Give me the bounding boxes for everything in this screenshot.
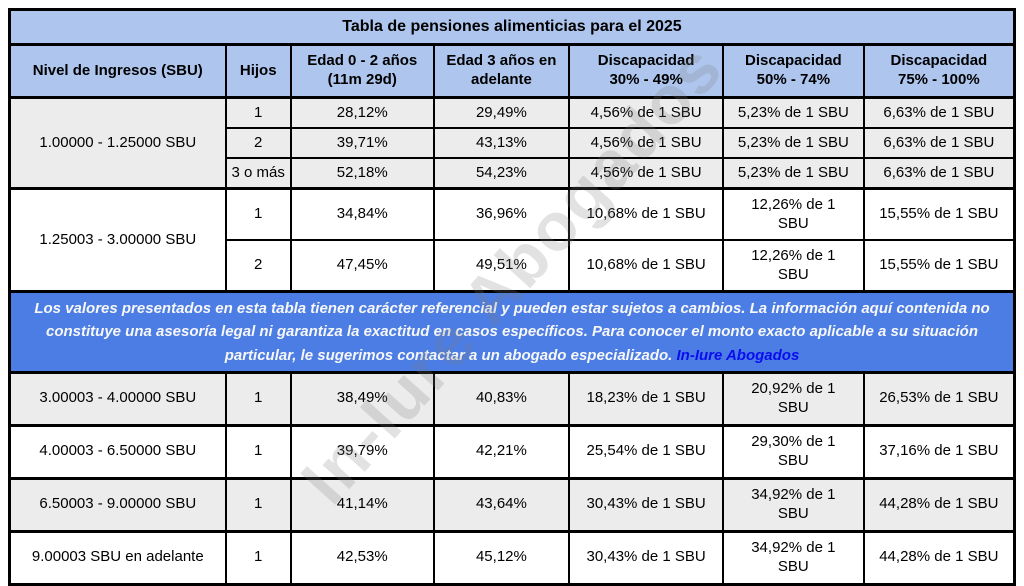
age-0-2-cell: 34,84%: [289, 187, 435, 241]
pension-table-container: Tabla de pensiones alimenticias para el …: [8, 8, 1016, 586]
age-3-cell: 29,49%: [432, 96, 571, 129]
income-level-cell: 1.25003 - 3.00000 SBU: [8, 187, 227, 293]
disability-50-cell: 29,30% de 1 SBU: [722, 423, 865, 480]
col-header-disability-30-49: Discapacidad 30% - 49%: [568, 43, 724, 99]
table-row: 2 47,45% 49,51% 10,68% de 1 SBU 12,26% d…: [10, 239, 1016, 293]
age-0-2-cell: 41,14%: [289, 476, 435, 533]
disclaimer-body: Los valores presentados en esta tabla ti…: [34, 300, 990, 364]
age-3-cell: 43,64%: [432, 476, 571, 533]
col-header-children: Hijos: [224, 43, 292, 99]
children-cell: 1: [224, 96, 292, 129]
age-0-2-cell: 47,45%: [289, 239, 435, 293]
disability-50-cell: 12,26% de 1 SBU: [722, 239, 865, 293]
col-header-disability-75-100: Discapacidad 75% - 100%: [862, 43, 1016, 99]
disability-30-cell: 18,23% de 1 SBU: [568, 370, 724, 427]
disability-30-cell: 4,56% de 1 SBU: [568, 127, 724, 159]
col-header-income: Nivel de Ingresos (SBU): [8, 43, 227, 99]
disability-30-cell: 4,56% de 1 SBU: [568, 96, 724, 129]
table-row: 1.00000 - 1.25000 SBU 1 28,12% 29,49% 4,…: [8, 96, 1016, 190]
disability-30-cell: 10,68% de 1 SBU: [568, 187, 724, 241]
disability-75-cell: 26,53% de 1 SBU: [862, 370, 1016, 427]
disclaimer-text: Los valores presentados en esta tabla ti…: [8, 290, 1016, 374]
firm-link[interactable]: In-Iure Abogados: [676, 346, 800, 364]
children-cell: 1: [224, 370, 292, 427]
income-level-cell: 6.50003 - 9.00000 SBU: [8, 476, 227, 533]
age-3-cell: 42,21%: [432, 423, 571, 480]
col-header-disability-50-74: Discapacidad 50% - 74%: [722, 43, 865, 99]
col-header-age-3-plus: Edad 3 años en adelante: [432, 43, 571, 99]
children-cell: 1: [224, 476, 292, 533]
age-3-cell: 45,12%: [432, 529, 571, 586]
disability-30-cell: 25,54% de 1 SBU: [568, 423, 724, 480]
disability-75-cell: 37,16% de 1 SBU: [862, 423, 1016, 480]
disability-50-cell: 34,92% de 1 SBU: [722, 529, 865, 586]
children-cell: 1: [224, 529, 292, 586]
children-cell: 2: [224, 239, 292, 293]
table-row: 3.00003 - 4.00000 SBU 1 38,49% 40,83% 18…: [8, 370, 1016, 427]
age-0-2-cell: 52,18%: [289, 157, 435, 190]
age-3-cell: 43,13%: [432, 127, 571, 159]
disability-30-cell: 30,43% de 1 SBU: [568, 529, 724, 586]
children-cell: 1: [224, 423, 292, 480]
disability-75-cell: 15,55% de 1 SBU: [862, 187, 1016, 241]
disability-50-cell: 5,23% de 1 SBU: [722, 157, 865, 190]
table-title: Tabla de pensiones alimenticias para el …: [8, 8, 1016, 46]
age-3-cell: 36,96%: [432, 187, 571, 241]
age-0-2-cell: 39,79%: [289, 423, 435, 480]
children-cell: 1: [224, 187, 292, 241]
income-level-cell: 4.00003 - 6.50000 SBU: [8, 423, 227, 480]
income-level-cell: 3.00003 - 4.00000 SBU: [8, 370, 227, 427]
table-row: 2 39,71% 43,13% 4,56% de 1 SBU 5,23% de …: [10, 127, 1016, 159]
age-3-cell: 54,23%: [432, 157, 571, 190]
disability-75-cell: 15,55% de 1 SBU: [862, 239, 1016, 293]
income-level-cell: 9.00003 SBU en adelante: [8, 529, 227, 586]
disability-50-cell: 12,26% de 1 SBU: [722, 187, 865, 241]
disability-75-cell: 6,63% de 1 SBU: [862, 157, 1016, 190]
table-row: 6.50003 - 9.00000 SBU 1 41,14% 43,64% 30…: [8, 476, 1016, 533]
children-cell: 2: [224, 127, 292, 159]
disability-50-cell: 5,23% de 1 SBU: [722, 127, 865, 159]
disability-75-cell: 44,28% de 1 SBU: [862, 476, 1016, 533]
disability-75-cell: 44,28% de 1 SBU: [862, 529, 1016, 586]
table-row: 4.00003 - 6.50000 SBU 1 39,79% 42,21% 25…: [8, 423, 1016, 480]
children-cell: 3 o más: [224, 157, 292, 190]
age-0-2-cell: 38,49%: [289, 370, 435, 427]
table-row: 9.00003 SBU en adelante 1 42,53% 45,12% …: [8, 529, 1016, 586]
disability-75-cell: 6,63% de 1 SBU: [862, 96, 1016, 129]
disability-75-cell: 6,63% de 1 SBU: [862, 127, 1016, 159]
age-3-cell: 40,83%: [432, 370, 571, 427]
age-0-2-cell: 42,53%: [289, 529, 435, 586]
age-3-cell: 49,51%: [432, 239, 571, 293]
table-row: 1.25003 - 3.00000 SBU 1 34,84% 36,96% 10…: [8, 187, 1016, 293]
disability-50-cell: 34,92% de 1 SBU: [722, 476, 865, 533]
age-0-2-cell: 28,12%: [289, 96, 435, 129]
disability-50-cell: 20,92% de 1 SBU: [722, 370, 865, 427]
disability-50-cell: 5,23% de 1 SBU: [722, 96, 865, 129]
table-row: 3 o más 52,18% 54,23% 4,56% de 1 SBU 5,2…: [10, 157, 1016, 190]
disclaimer-row: Los valores presentados en esta tabla ti…: [8, 290, 1016, 374]
disability-30-cell: 10,68% de 1 SBU: [568, 239, 724, 293]
income-level-cell: 1.00000 - 1.25000 SBU: [8, 96, 227, 190]
disability-30-cell: 30,43% de 1 SBU: [568, 476, 724, 533]
pension-table: Tabla de pensiones alimenticias para el …: [8, 8, 1016, 586]
col-header-age-0-2: Edad 0 - 2 años (11m 29d): [289, 43, 435, 99]
disability-30-cell: 4,56% de 1 SBU: [568, 157, 724, 190]
age-0-2-cell: 39,71%: [289, 127, 435, 159]
